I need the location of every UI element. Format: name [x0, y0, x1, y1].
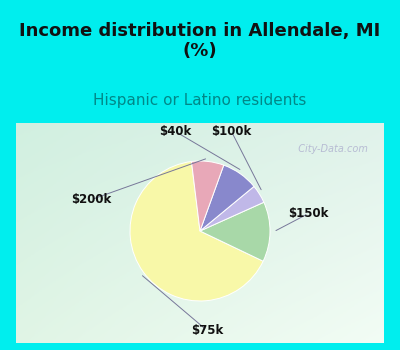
- Text: $40k: $40k: [159, 125, 192, 138]
- Text: $75k: $75k: [191, 324, 223, 337]
- Wedge shape: [200, 165, 254, 231]
- Text: Income distribution in Allendale, MI
(%): Income distribution in Allendale, MI (%): [19, 22, 381, 60]
- Wedge shape: [200, 202, 270, 261]
- Text: $200k: $200k: [71, 193, 112, 206]
- Wedge shape: [130, 161, 263, 301]
- Text: $150k: $150k: [288, 207, 329, 220]
- Wedge shape: [192, 161, 224, 231]
- Text: $100k: $100k: [211, 125, 252, 138]
- Text: City-Data.com: City-Data.com: [292, 144, 368, 154]
- Text: Hispanic or Latino residents: Hispanic or Latino residents: [93, 93, 307, 108]
- Wedge shape: [200, 187, 264, 231]
